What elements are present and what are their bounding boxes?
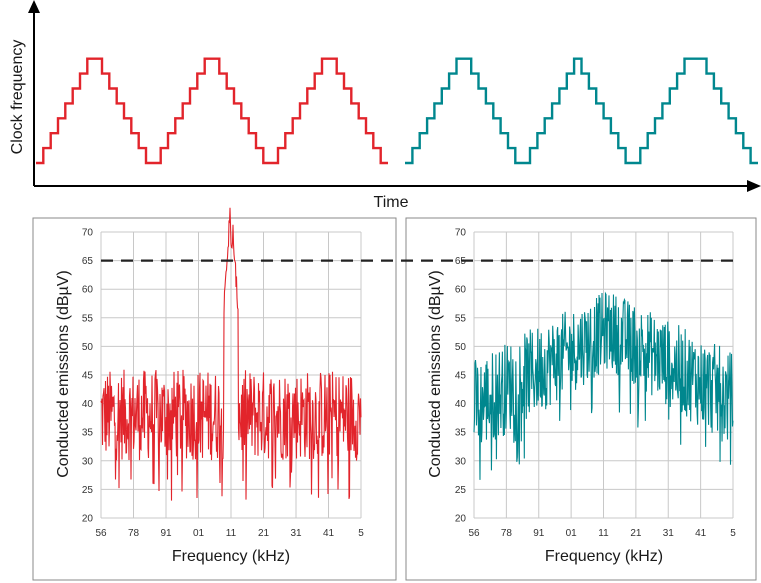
- y-tick-left-10: 70: [82, 228, 94, 239]
- y-tick-right-5: 45: [455, 371, 467, 382]
- x-tick-right-1: 78: [501, 528, 513, 539]
- y-ticks-right: 20 25 30 35 40 45 50 55 60 65 70: [455, 228, 467, 525]
- x-tick-left-4: 11: [226, 528, 237, 539]
- y-tick-right-1: 25: [455, 485, 467, 496]
- y-tick-left-2: 30: [82, 456, 94, 467]
- x-tick-left-6: 31: [290, 528, 302, 539]
- y-ticks-left: 20 25 30 35 40 45 50 55 60 65 70: [82, 228, 94, 525]
- spectrum-trace-teal: [473, 291, 734, 480]
- xlabel-left: Frequency (kHz): [172, 548, 290, 565]
- clock-trace-teal: [405, 57, 758, 165]
- x-tick-right-7: 41: [695, 528, 707, 539]
- y-tick-right-6: 50: [455, 342, 467, 353]
- y-tick-right-9: 65: [455, 256, 467, 267]
- y-tick-left-6: 50: [82, 342, 94, 353]
- x-tick-left-1: 78: [128, 528, 140, 539]
- y-tick-left-9: 65: [82, 256, 94, 267]
- clock-y-arrow: [28, 0, 40, 13]
- y-tick-left-4: 40: [82, 399, 94, 410]
- x-tick-left-0: 56: [95, 528, 107, 539]
- y-tick-right-4: 40: [455, 399, 467, 410]
- x-tick-right-0: 56: [468, 528, 480, 539]
- clock-trace-red: [36, 57, 388, 165]
- x-tick-left-8: 5: [358, 528, 364, 539]
- ylabel-right: Conducted emissions (dBµV): [427, 270, 444, 478]
- x-tick-right-4: 11: [598, 528, 609, 539]
- x-ticks-right: 56 78 91 01 11 21 31 41 5: [468, 528, 736, 539]
- x-tick-right-2: 91: [533, 528, 545, 539]
- ylabel-left: Conducted emissions (dBµV): [55, 270, 72, 478]
- x-tick-right-3: 01: [566, 528, 578, 539]
- y-tick-left-8: 60: [82, 285, 94, 296]
- clock-y-label: Clock frequency: [9, 40, 26, 155]
- y-tick-right-0: 20: [455, 514, 467, 525]
- y-tick-right-2: 30: [455, 456, 467, 467]
- x-tick-right-8: 5: [730, 528, 736, 539]
- xlabel-right: Frequency (kHz): [545, 548, 663, 565]
- y-tick-right-8: 60: [455, 285, 467, 296]
- clock-diagram: Clock frequency Time: [9, 0, 761, 211]
- y-tick-left-0: 20: [82, 514, 94, 525]
- x-tick-left-3: 01: [193, 528, 205, 539]
- x-tick-left-5: 21: [258, 528, 270, 539]
- y-tick-right-3: 35: [455, 428, 467, 439]
- spectrum-trace-red: [100, 207, 362, 501]
- x-tick-right-6: 31: [663, 528, 675, 539]
- y-tick-left-3: 35: [82, 428, 94, 439]
- y-tick-left-5: 45: [82, 371, 94, 382]
- y-tick-left-7: 55: [82, 313, 94, 324]
- y-tick-left-1: 25: [82, 485, 94, 496]
- clock-x-arrow: [747, 180, 761, 192]
- x-ticks-left: 56 78 91 01 11 21 31 41 5: [95, 528, 364, 539]
- x-tick-right-5: 21: [630, 528, 642, 539]
- x-tick-left-2: 91: [160, 528, 172, 539]
- x-tick-left-7: 41: [323, 528, 335, 539]
- clock-x-label: Time: [374, 194, 409, 211]
- y-tick-right-7: 55: [455, 313, 467, 324]
- y-tick-right-10: 70: [455, 228, 467, 239]
